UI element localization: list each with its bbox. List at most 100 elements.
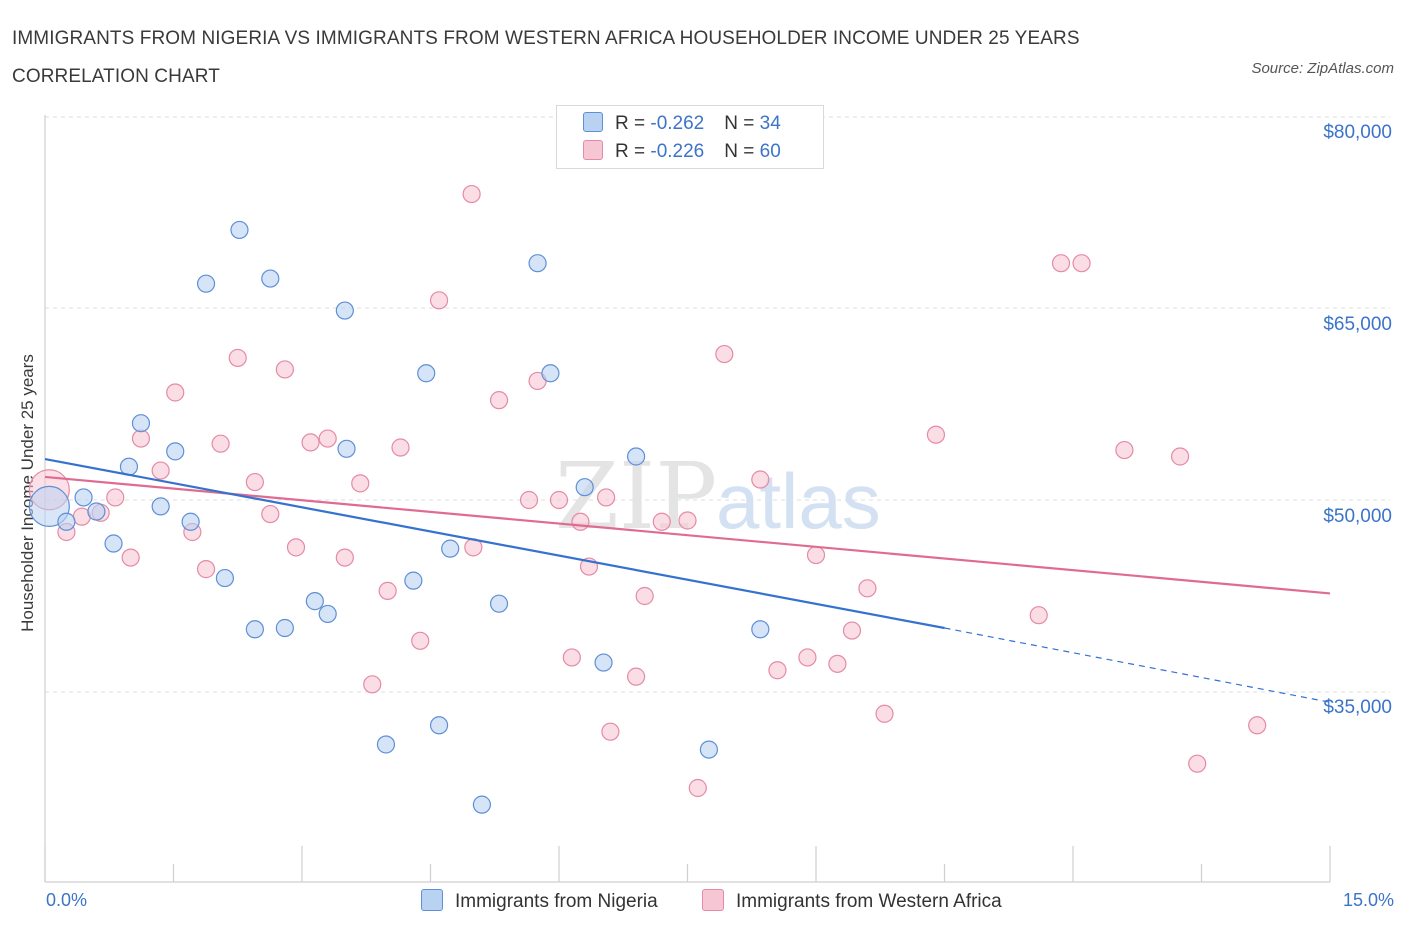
- data-point: [806, 545, 826, 565]
- data-point: [363, 675, 382, 694]
- data-point: [1029, 606, 1048, 625]
- data-point: [305, 592, 324, 611]
- data-point: [166, 383, 185, 402]
- data-point: [151, 497, 170, 516]
- legend-item-western-africa[interactable]: Immigrants from Western Africa: [702, 889, 1002, 913]
- data-point: [858, 579, 877, 598]
- data-point: [575, 478, 594, 497]
- data-point: [635, 586, 654, 606]
- data-point: [1115, 440, 1134, 460]
- series-nigeria-points: [28, 220, 770, 814]
- series-legend: Immigrants from Nigeria Immigrants from …: [0, 889, 1406, 915]
- data-point: [626, 667, 646, 686]
- chart-title: IMMIGRANTS FROM NIGERIA VS IMMIGRANTS FR…: [12, 28, 1080, 87]
- data-point: [318, 604, 337, 624]
- r-value-western-africa: -0.226: [650, 141, 705, 162]
- data-point: [261, 504, 280, 524]
- legend-label-western-africa: Immigrants from Western Africa: [736, 891, 1002, 912]
- data-point: [335, 548, 354, 567]
- data-point: [166, 442, 185, 461]
- data-point: [429, 291, 449, 310]
- data-point: [337, 439, 356, 458]
- data-point: [541, 364, 560, 383]
- data-point: [594, 653, 613, 672]
- data-point: [652, 512, 671, 531]
- data-point: [571, 512, 590, 531]
- data-point: [678, 511, 697, 530]
- data-point: [715, 344, 734, 364]
- legend-row-nigeria: R = -0.262 N = 34: [583, 112, 781, 136]
- data-point: [1188, 754, 1207, 773]
- legend-swatch-western-africa: [583, 140, 603, 160]
- data-point: [441, 539, 460, 558]
- data-point: [626, 447, 646, 466]
- data-point: [196, 274, 216, 293]
- legend-item-nigeria[interactable]: Immigrants from Nigeria: [421, 889, 658, 913]
- data-point: [1248, 716, 1267, 735]
- data-point: [376, 735, 396, 754]
- data-point: [828, 654, 847, 673]
- data-point: [286, 538, 306, 557]
- data-point: [768, 661, 787, 680]
- data-point: [275, 360, 294, 379]
- data-point: [751, 470, 770, 489]
- data-point: [87, 502, 106, 521]
- source-label: Source: ZipAtlas.com: [1251, 60, 1394, 77]
- data-point: [391, 438, 410, 457]
- data-point: [1170, 447, 1190, 466]
- data-point: [519, 490, 539, 510]
- data-point: [245, 620, 264, 639]
- trend-lines: [44, 457, 1331, 703]
- data-point: [121, 548, 140, 567]
- trend-line-nigeria: [44, 457, 945, 630]
- trend-line-western-africa: [44, 475, 1331, 595]
- x-tick-label-max: 15.0%: [1342, 890, 1394, 910]
- legend-swatch-nigeria: [421, 889, 443, 911]
- data-point: [489, 594, 509, 613]
- r-value-nigeria: -0.262: [650, 113, 705, 134]
- data-point: [211, 434, 230, 453]
- r-label: R =: [615, 141, 651, 162]
- data-point: [335, 301, 354, 320]
- data-point: [699, 740, 719, 759]
- y-tick-label: $35,000: [1323, 697, 1392, 718]
- n-label: N =: [724, 141, 760, 162]
- data-point: [301, 433, 320, 452]
- y-tick-label: $80,000: [1323, 122, 1392, 143]
- data-point: [151, 461, 170, 480]
- data-point: [601, 722, 620, 741]
- data-point: [245, 472, 264, 492]
- data-point: [275, 618, 294, 638]
- legend-swatch-nigeria: [583, 112, 603, 132]
- data-point: [429, 716, 449, 735]
- r-label: R =: [615, 113, 651, 134]
- legend-swatch-western-africa: [702, 889, 724, 911]
- data-point: [215, 568, 234, 588]
- data-point: [411, 631, 430, 650]
- legend-label-nigeria: Immigrants from Nigeria: [455, 891, 658, 912]
- legend-row-western-africa: R = -0.226 N = 60: [583, 140, 781, 164]
- data-point: [74, 488, 93, 507]
- data-point: [528, 254, 547, 273]
- data-point: [261, 269, 280, 288]
- data-point: [57, 512, 76, 531]
- data-point: [751, 620, 770, 639]
- data-point: [230, 220, 249, 240]
- data-point: [131, 429, 151, 448]
- data-point: [228, 348, 247, 368]
- axes: [44, 115, 1331, 883]
- data-point: [842, 621, 862, 640]
- data-point: [378, 581, 397, 600]
- data-point: [404, 571, 423, 590]
- data-point: [181, 512, 200, 531]
- n-label: N =: [724, 113, 760, 134]
- series-western-africa-points: [28, 184, 1267, 798]
- data-point: [318, 429, 337, 448]
- data-point: [489, 391, 509, 410]
- data-point: [131, 414, 151, 433]
- data-point: [462, 184, 481, 204]
- n-value-western-africa: 60: [759, 141, 781, 162]
- data-point: [688, 778, 707, 798]
- data-point: [562, 648, 581, 667]
